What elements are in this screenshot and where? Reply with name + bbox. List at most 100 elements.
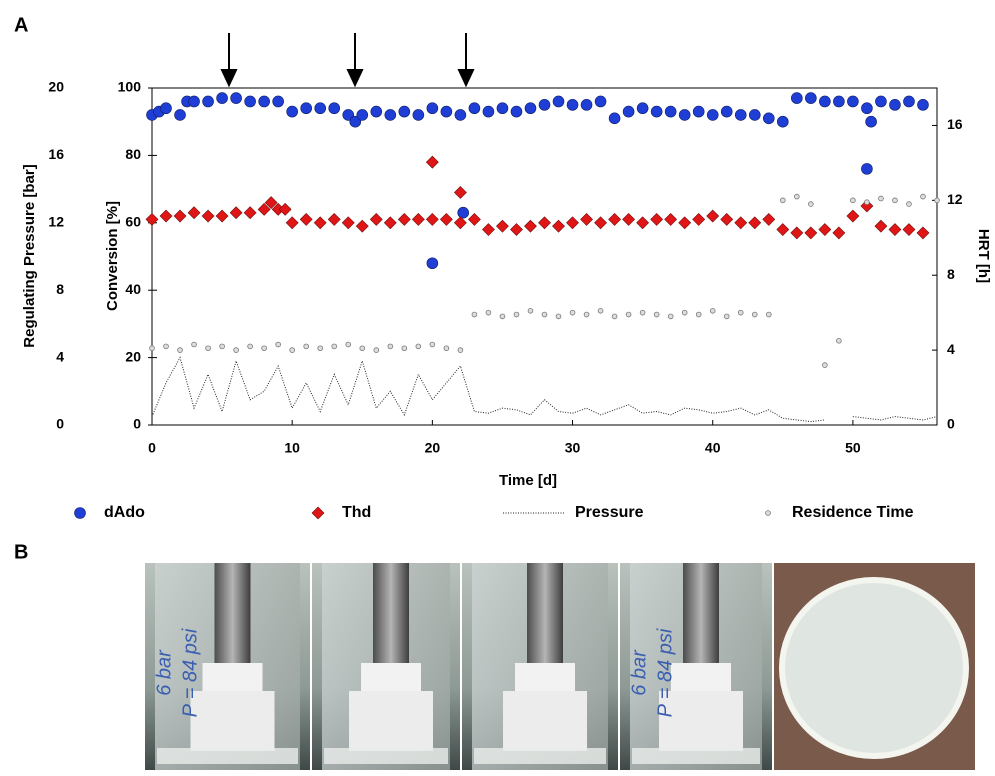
point [737, 309, 744, 316]
legend-entry: Pressure [503, 504, 644, 521]
point [865, 115, 877, 128]
y2-tick-label: 4 [947, 341, 955, 357]
y-tick-label: 80 [125, 146, 141, 162]
point [278, 202, 292, 216]
point [425, 155, 439, 169]
point [681, 309, 688, 316]
photo-annotation: P = 84 psi [179, 628, 201, 717]
point [580, 99, 593, 111]
point [482, 223, 495, 236]
point [636, 216, 650, 230]
legend-label: Thd [342, 504, 371, 521]
holder [361, 663, 421, 693]
point [411, 213, 425, 226]
y2-tick-label: 0 [947, 416, 955, 432]
membrane [324, 748, 448, 764]
point [594, 95, 607, 108]
point [383, 216, 397, 230]
point [397, 213, 411, 226]
point [264, 196, 278, 210]
point [201, 209, 215, 223]
point [917, 99, 929, 111]
point [496, 219, 509, 233]
point [734, 216, 748, 230]
point [229, 206, 243, 220]
point [889, 99, 901, 111]
point [720, 213, 734, 226]
legend-swatch [765, 510, 771, 516]
point [860, 199, 874, 213]
legend-label: Residence Time [792, 504, 914, 521]
point [443, 345, 450, 352]
point [692, 105, 705, 118]
point [650, 213, 664, 226]
point [608, 112, 621, 125]
point [776, 223, 790, 236]
point [622, 105, 635, 118]
point [331, 343, 338, 350]
point [597, 307, 604, 314]
line [852, 416, 938, 421]
point [426, 257, 439, 270]
legend-label: dAdo [104, 504, 145, 521]
holder [202, 663, 263, 693]
point [289, 347, 295, 353]
y2-tick-label: 12 [947, 191, 963, 207]
x-tick-label: 40 [705, 440, 721, 456]
point [580, 213, 593, 226]
membrane-disk [779, 577, 969, 759]
point [499, 313, 506, 320]
point [695, 311, 702, 318]
membrane [157, 748, 298, 764]
holder [190, 691, 275, 751]
panel-label: A [14, 14, 28, 36]
y3-tick-label: 20 [48, 79, 64, 95]
point [327, 213, 341, 226]
point [510, 105, 523, 118]
legend-swatch [74, 507, 86, 519]
point [369, 213, 383, 226]
point [303, 343, 309, 350]
point [678, 109, 691, 121]
point [804, 226, 818, 240]
series [146, 92, 929, 270]
point [583, 311, 590, 318]
point [762, 213, 776, 226]
point [847, 95, 859, 108]
point [233, 347, 239, 353]
point [748, 216, 762, 230]
point [244, 95, 256, 108]
point [219, 343, 225, 350]
point [149, 345, 155, 352]
point [187, 206, 201, 220]
x-tick-label: 30 [565, 440, 581, 456]
point [892, 197, 898, 204]
point [524, 219, 537, 233]
point [653, 311, 660, 318]
legend-entry: Thd [311, 504, 371, 521]
photo-annotation: P = 84 psi [654, 628, 676, 717]
point [639, 309, 646, 316]
point [762, 112, 775, 125]
point [664, 213, 678, 226]
point [439, 213, 453, 226]
point [482, 105, 495, 118]
point [664, 105, 677, 118]
point [230, 92, 242, 104]
point [566, 216, 579, 230]
point [177, 347, 183, 353]
point [902, 223, 916, 236]
point [425, 213, 439, 226]
point [875, 95, 887, 108]
point [906, 201, 912, 207]
point [440, 105, 453, 118]
point [285, 216, 299, 230]
point [541, 311, 548, 318]
y3-tick-label: 8 [56, 281, 64, 297]
point [398, 105, 411, 118]
point [594, 216, 607, 230]
point [243, 206, 257, 220]
point [513, 311, 520, 318]
point [706, 209, 720, 223]
